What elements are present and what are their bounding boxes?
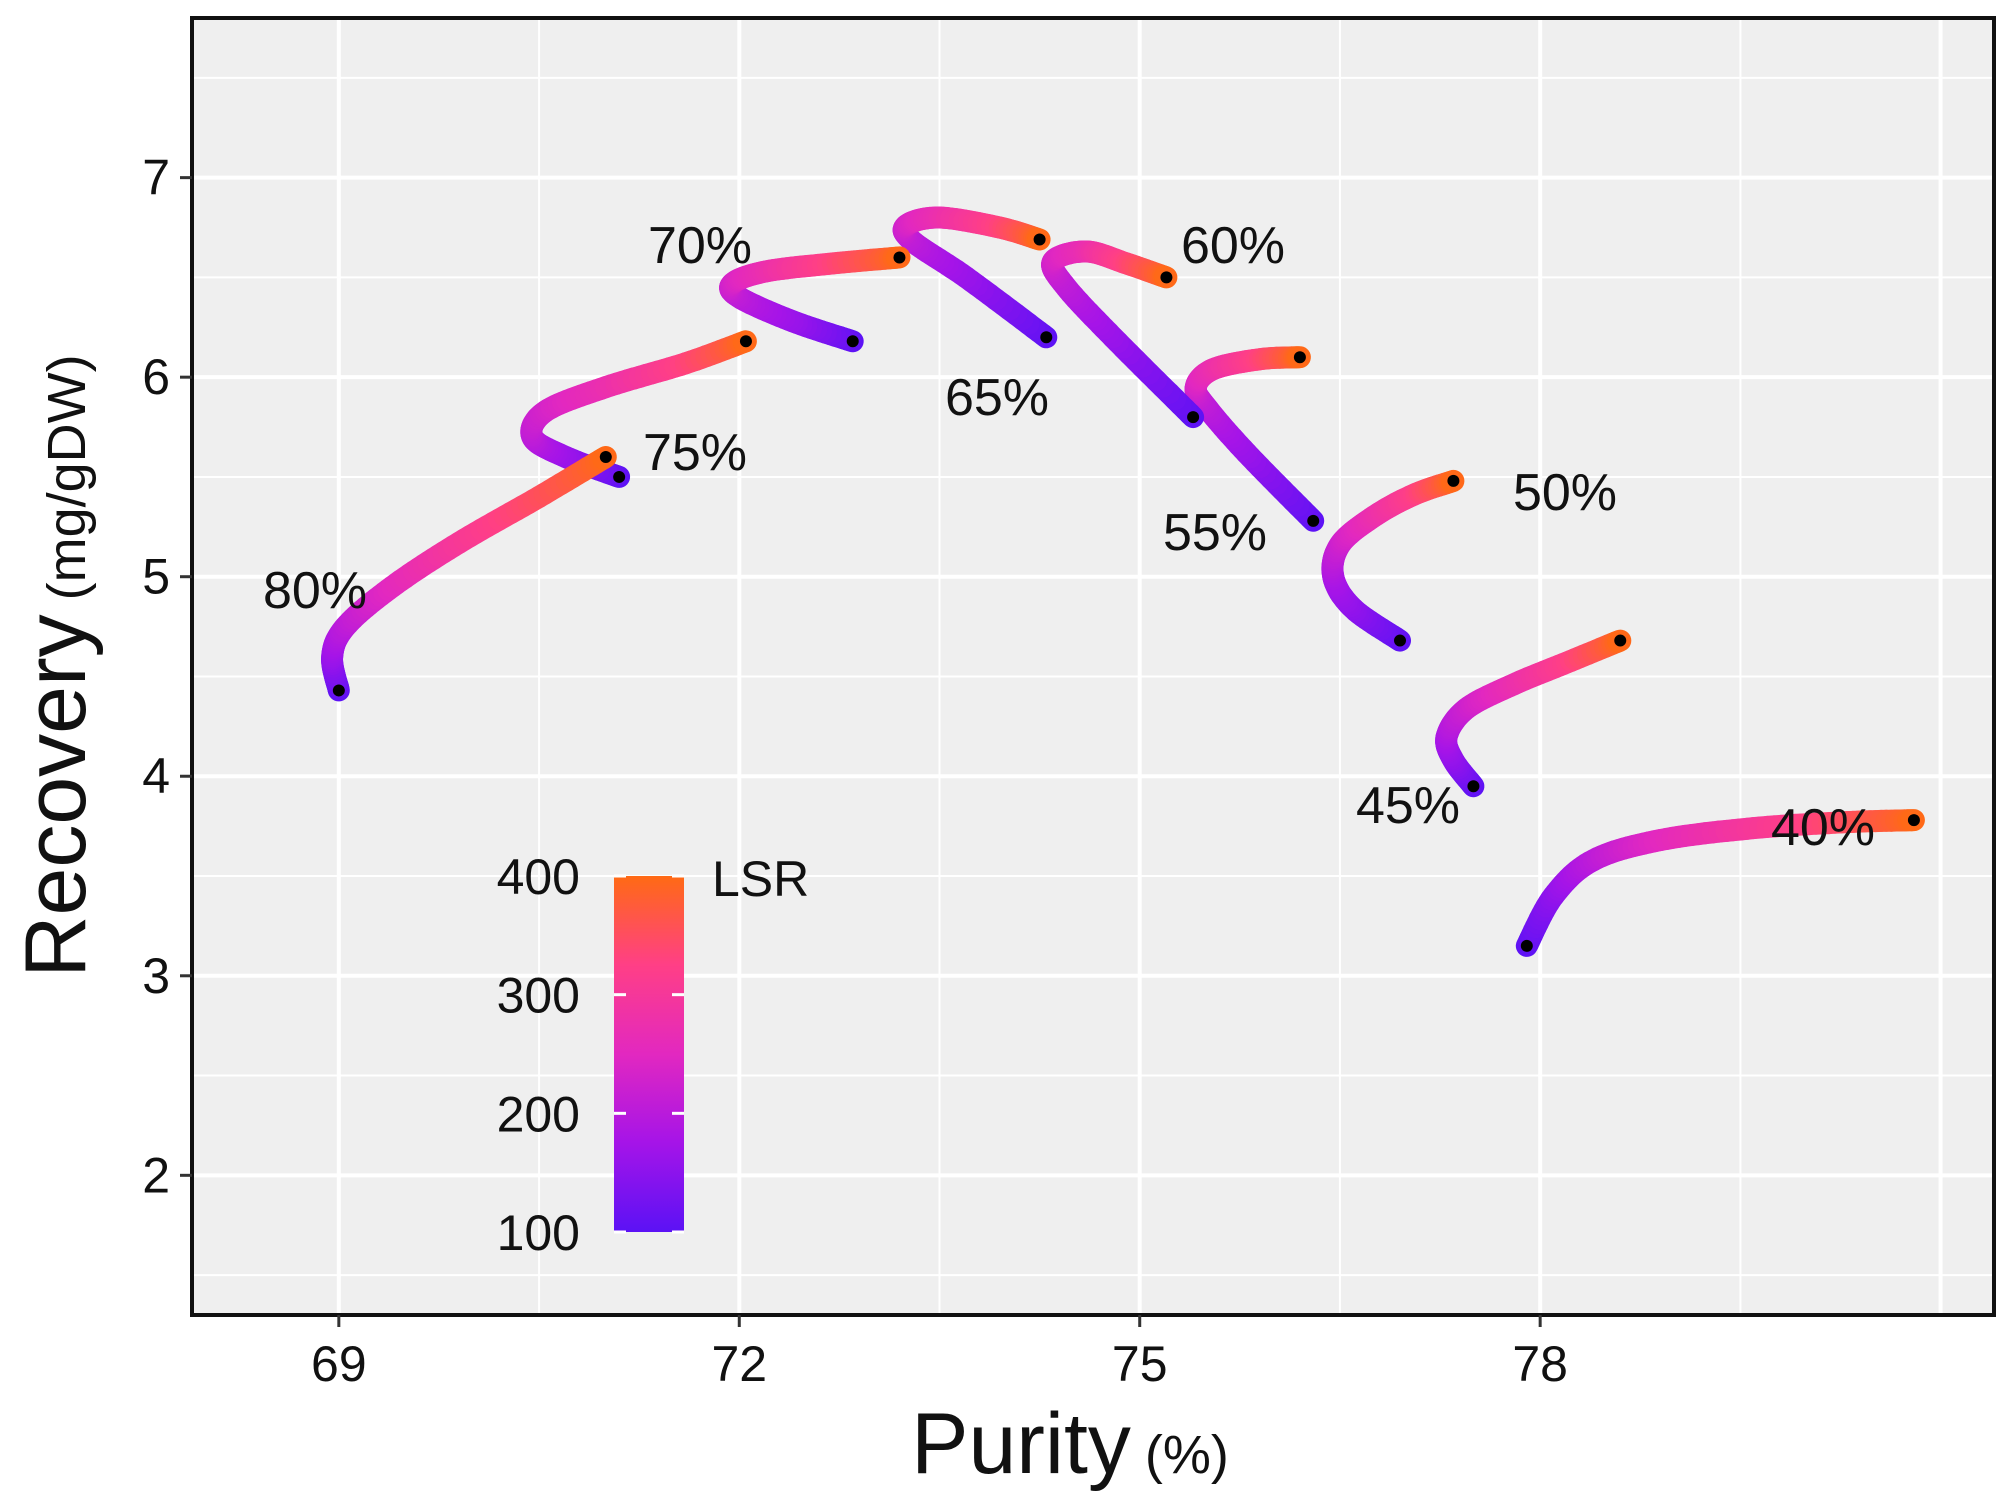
curve-endpoint [1614,634,1627,647]
x-axis-unit: (%) [1145,1425,1229,1485]
series-curve [520,330,757,488]
curve-endpoint [893,251,906,264]
y-tick-label: 6 [142,349,170,405]
y-axis-title: Recovery (mg/gDW) [8,354,104,977]
y-tick-label: 7 [142,150,170,206]
plot-panel [192,18,1994,1315]
legend-title: LSR [712,851,809,907]
series-label: 60% [1181,217,1285,275]
series-curve [719,246,911,353]
series-label: 50% [1513,464,1617,522]
series-label: 70% [648,217,752,275]
x-tick-label: 78 [1512,1336,1568,1392]
y-tick-label: 4 [142,748,170,804]
plot-border [190,16,1996,1317]
curve-endpoint [739,335,752,348]
curve-endpoint [1307,514,1320,527]
series-label: 75% [643,424,747,482]
y-axis-label: Recovery [8,614,104,977]
curve-endpoint [1447,474,1460,487]
series-label: 80% [263,562,367,620]
curve-endpoint [846,335,859,348]
series-labels: 40% 45% 50% 55% 60% 65% 70% 75% 80% [263,217,1875,857]
x-tick-label: 75 [1112,1336,1168,1392]
series-curve [321,446,617,702]
legend-colorbar [614,876,684,1232]
series-label: 55% [1163,504,1267,562]
color-legend: 100 200 300 400 LSR [497,849,810,1261]
curve-endpoint [1160,271,1173,284]
curve-endpoint [1907,814,1920,827]
series-layer [321,206,1925,957]
legend-tick-label: 100 [497,1205,580,1261]
series-label: 45% [1356,777,1460,835]
axes: 69 72 75 78 2 3 4 5 6 7 [142,150,1568,1392]
curve-endpoint [613,470,626,483]
grid [192,18,1994,1315]
series-curve [892,206,1058,349]
series-label: 40% [1771,799,1875,857]
curve-endpoint [1187,411,1200,424]
y-axis-unit: (mg/gDW) [37,354,97,600]
series-label: 65% [945,369,1049,427]
x-axis-label: Purity [911,1396,1131,1492]
y-tick-label: 5 [142,549,170,605]
curve-endpoint [1040,331,1053,344]
curve-endpoint [599,450,612,463]
curve-endpoint [1394,634,1407,647]
y-tick-label: 2 [142,1147,170,1203]
legend-tick-label: 300 [497,968,580,1024]
series-curve [1041,240,1205,429]
series-curve [1184,346,1325,532]
curve-endpoint [1520,939,1533,952]
x-tick-label: 72 [711,1336,767,1392]
x-axis-title: Purity (%) [911,1396,1229,1492]
series-curve [1515,809,1925,957]
curve-endpoint [1467,780,1480,793]
series-curve [1321,469,1465,652]
legend-tick-label: 200 [497,1086,580,1142]
series-curve [1435,629,1632,798]
curve-endpoint [332,684,345,697]
x-tick-label: 69 [311,1336,367,1392]
curve-endpoint [1293,351,1306,364]
legend-tick-label: 400 [497,849,580,905]
y-tick-label: 3 [142,948,170,1004]
curve-endpoint [1033,233,1046,246]
